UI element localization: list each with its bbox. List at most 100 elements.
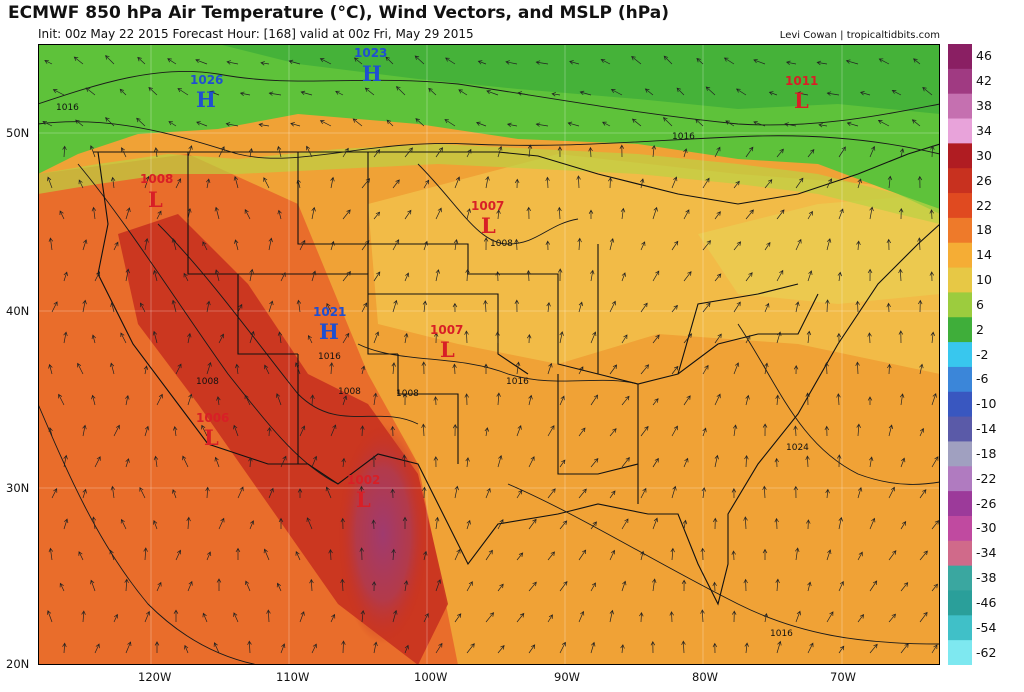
- isobar-label: 1024: [786, 443, 809, 453]
- wind-arrow: [187, 145, 193, 158]
- wind-arrow: [795, 177, 804, 189]
- wind-arrow: [700, 547, 705, 561]
- wind-arrow: [826, 549, 832, 561]
- wind-arrow: [744, 454, 749, 468]
- wind-arrow: [433, 456, 439, 468]
- wind-arrow: [466, 519, 471, 530]
- wind-arrow: [631, 118, 642, 127]
- lat-label-40n: 40N: [6, 304, 30, 318]
- wind-arrow: [731, 550, 736, 561]
- wind-arrow: [917, 299, 923, 313]
- wind-arrow: [497, 145, 503, 158]
- pressure-center-high: 1026 H: [190, 73, 223, 112]
- wind-arrow: [652, 270, 660, 282]
- wind-arrow: [435, 579, 442, 592]
- wind-arrow: [360, 609, 366, 623]
- wind-arrow: [919, 611, 928, 623]
- wind-arrow: [695, 118, 704, 127]
- wind-arrow: [119, 88, 127, 96]
- wind-arrow: [483, 299, 488, 313]
- wind-arrow: [888, 550, 897, 561]
- colorbar-segment: [948, 317, 972, 343]
- wind-arrow: [143, 365, 149, 375]
- wind-arrow: [887, 175, 893, 189]
- wind-arrow: [391, 362, 396, 375]
- wind-arrow: [421, 423, 426, 437]
- wind-arrow: [602, 121, 611, 127]
- wind-arrow: [588, 209, 594, 219]
- wind-arrow: [837, 271, 843, 282]
- wind-arrow: [712, 581, 717, 592]
- wind-arrow: [404, 644, 409, 654]
- wind-arrow: [77, 362, 84, 375]
- wind-arrow: [714, 393, 721, 406]
- wind-arrow: [248, 457, 253, 468]
- wind-arrow: [139, 302, 146, 313]
- wind-arrow: [62, 642, 67, 654]
- wind-arrow: [671, 485, 677, 499]
- wind-arrow: [662, 117, 673, 127]
- wind-arrow: [91, 394, 96, 406]
- wind-arrow: [590, 582, 596, 592]
- wind-arrow: [110, 485, 116, 499]
- wind-arrow: [578, 301, 584, 313]
- colorbar-label: 22: [976, 197, 992, 213]
- wind-arrow: [110, 176, 116, 189]
- wind-arrow: [120, 332, 127, 344]
- wind-arrow: [807, 270, 813, 282]
- wind-arrow: [249, 330, 255, 344]
- colorbar-segment: [948, 466, 972, 492]
- wind-arrow: [877, 120, 890, 127]
- wind-arrow: [330, 176, 335, 189]
- wind-arrow: [495, 331, 500, 344]
- wind-arrow: [745, 209, 754, 220]
- wind-arrow: [359, 547, 364, 561]
- colorbar-segment: [948, 217, 972, 244]
- wind-arrow: [714, 454, 719, 468]
- wind-arrow: [733, 362, 740, 375]
- wind-arrow: [774, 517, 779, 530]
- colorbar-label: -18: [976, 445, 997, 461]
- wind-arrow: [590, 269, 595, 282]
- wind-arrow: [264, 364, 270, 375]
- init-forecast-subtitle: Init: 00z May 22 2015 Forecast Hour: [16…: [38, 27, 474, 41]
- wind-arrow: [485, 175, 490, 189]
- wind-arrow: [268, 237, 273, 251]
- wind-arrow: [361, 240, 370, 251]
- wind-arrow: [640, 364, 650, 375]
- wind-arrow: [423, 612, 429, 623]
- wind-arrow: [466, 208, 471, 220]
- wind-arrow: [94, 271, 101, 282]
- wind-arrow: [187, 580, 193, 592]
- wind-arrow: [731, 610, 737, 623]
- wind-arrow: [216, 396, 221, 406]
- wind-arrow: [330, 240, 335, 251]
- wind-arrow: [621, 580, 627, 592]
- wind-arrow: [392, 299, 398, 313]
- wind-arrow: [608, 177, 613, 189]
- colorbar-label: 2: [976, 321, 984, 337]
- wind-arrow: [311, 643, 317, 654]
- wind-arrow: [187, 393, 193, 406]
- wind-arrow: [353, 57, 363, 65]
- wind-arrow: [745, 334, 751, 344]
- wind-arrow: [52, 89, 65, 96]
- colorbar-segment: [948, 193, 972, 219]
- wind-arrow: [578, 366, 584, 375]
- colorbar-label: 30: [976, 147, 992, 163]
- wind-arrow: [631, 56, 642, 65]
- wind-arrow: [63, 518, 69, 530]
- wind-arrow: [712, 517, 718, 530]
- wind-arrow: [422, 486, 427, 499]
- wind-arrow: [826, 91, 840, 96]
- wind-arrow: [569, 60, 580, 65]
- wind-arrow: [682, 519, 688, 530]
- wind-arrow: [156, 581, 162, 592]
- wind-arrow: [551, 92, 561, 97]
- wind-arrow: [144, 425, 150, 437]
- wind-arrow: [887, 363, 892, 375]
- wind-arrow: [82, 299, 87, 313]
- wind-arrow: [248, 147, 254, 158]
- wind-arrow: [268, 487, 274, 499]
- wind-arrow: [609, 364, 618, 375]
